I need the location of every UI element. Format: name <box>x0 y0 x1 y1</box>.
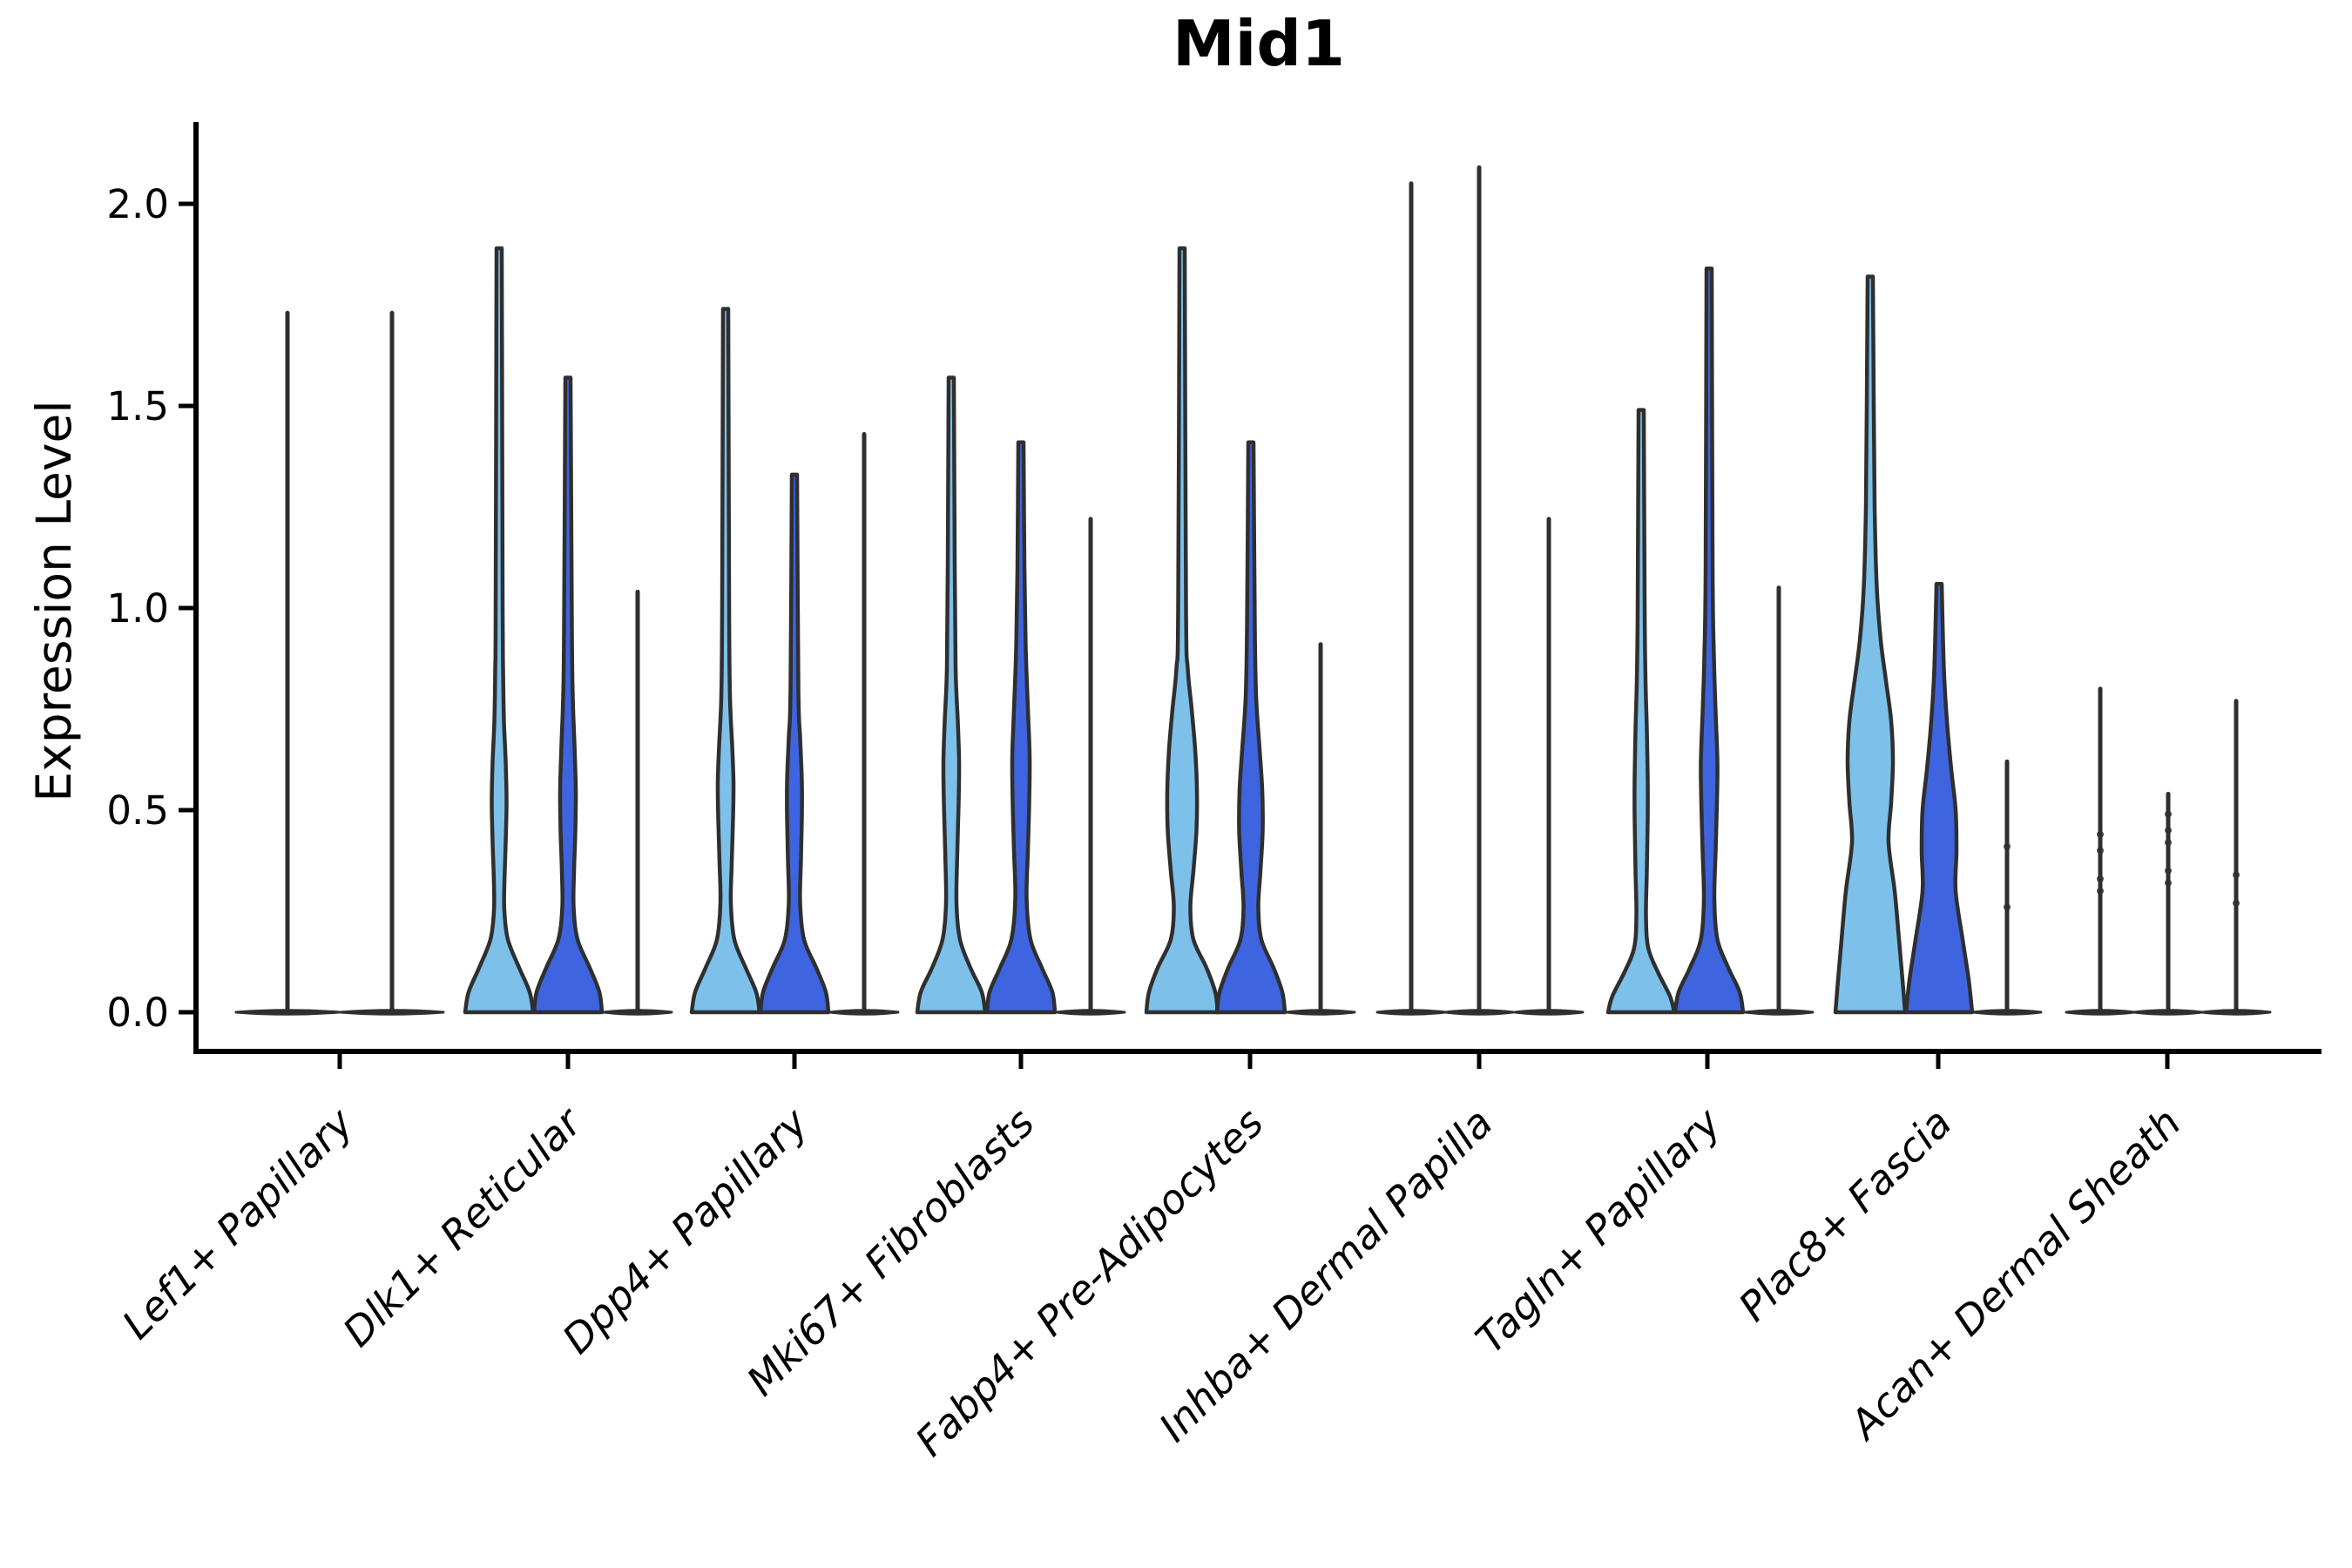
violin-split-1 <box>1144 246 1220 1015</box>
y-tick-label: 2.0 <box>106 181 169 227</box>
y-tick-label: 0.5 <box>106 787 169 834</box>
jitter-point <box>2097 875 2104 882</box>
violin-split-1 <box>463 246 536 1015</box>
x-tick-label: Dpp4+ Papillary <box>553 1098 817 1362</box>
violin-split-1 <box>915 375 988 1015</box>
jitter-point <box>2233 899 2240 907</box>
violin-split-1 <box>689 307 762 1015</box>
jitter-point <box>2004 842 2011 850</box>
x-tick-label: Plac8+ Fascia <box>1729 1099 1960 1330</box>
jitter-point <box>2165 810 2172 818</box>
violin-split-1 <box>1605 408 1677 1015</box>
jitter-point <box>2097 847 2104 855</box>
jitter-point <box>2233 871 2240 879</box>
x-tick-label: Dlk1+ Reticular <box>334 1097 592 1355</box>
violin-split-2 <box>758 472 831 1015</box>
jitter-point <box>2165 867 2172 875</box>
jitter-point <box>2097 830 2104 838</box>
jitter-point <box>2165 827 2172 835</box>
violin-split-1 <box>1833 274 1908 1015</box>
x-tick-label: Lef1+ Papillary <box>113 1098 362 1348</box>
y-axis-label: Expression Level <box>26 400 82 802</box>
jitter-point <box>2165 879 2172 887</box>
y-tick-label: 1.5 <box>106 383 169 429</box>
jitter-point <box>2097 887 2104 895</box>
violin-split-2 <box>1903 581 1975 1015</box>
violin-split-2 <box>1214 440 1288 1015</box>
y-tick-label: 0.0 <box>106 990 169 1036</box>
violin-split-2 <box>984 440 1058 1015</box>
chart-title: Mid1 <box>1173 7 1345 80</box>
jitter-point <box>2004 903 2011 911</box>
jitter-point <box>2165 839 2172 847</box>
y-tick-label: 1.0 <box>106 585 169 632</box>
x-tick-label: Tagln+ Papillary <box>1466 1098 1730 1362</box>
violin-split-2 <box>531 375 605 1015</box>
violin-split-2 <box>1673 266 1746 1015</box>
